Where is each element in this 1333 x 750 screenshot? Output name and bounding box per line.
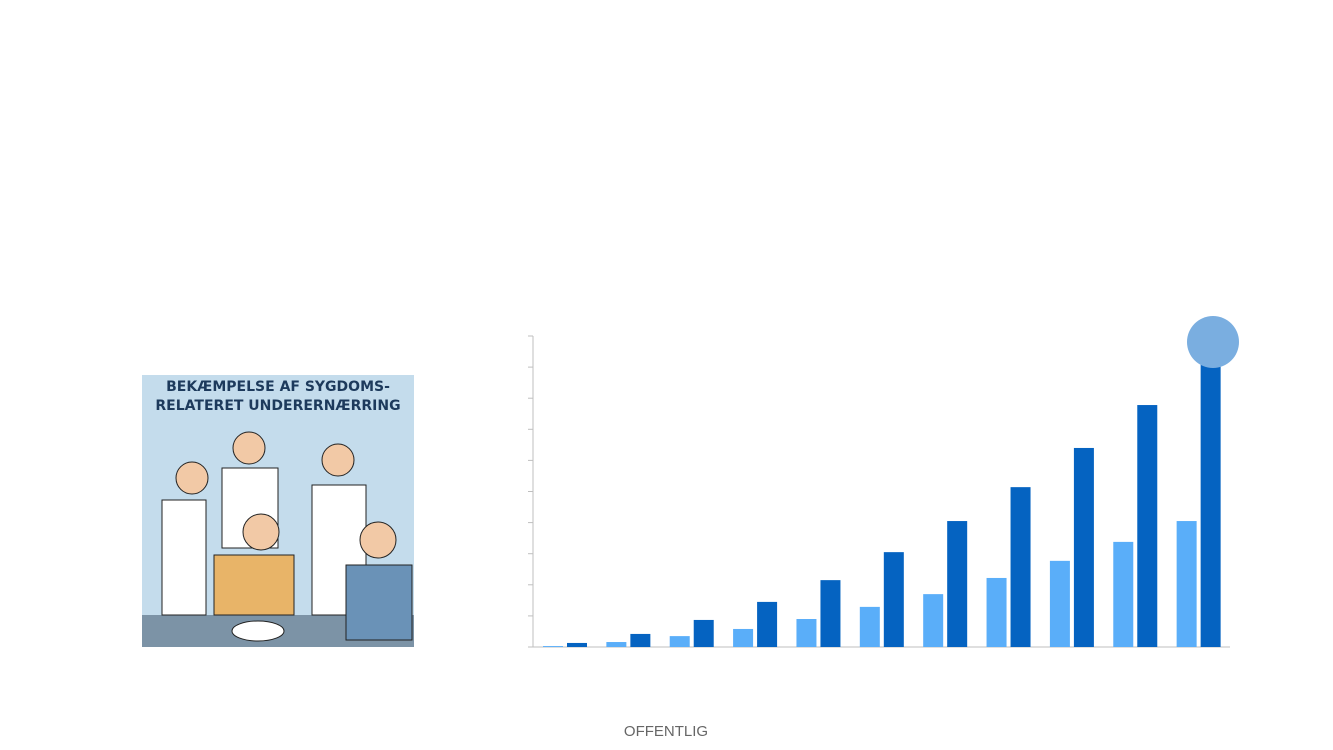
- bar: [669, 636, 690, 647]
- illustration-title: BEKÆMPELSE AF SYGDOMS-: [166, 379, 390, 395]
- bar: [923, 594, 944, 647]
- bar: [733, 628, 754, 647]
- illustration: BEKÆMPELSE AF SYGDOMS- RELATERET UNDERER…: [142, 375, 414, 647]
- bar: [630, 633, 651, 647]
- illustration-title: RELATERET UNDERERNÆRRING: [155, 398, 400, 414]
- bar: [543, 646, 563, 647]
- bar: [859, 606, 880, 647]
- footer-label: OFFENTLIG: [624, 723, 708, 740]
- bar: [693, 619, 714, 647]
- bar: [1200, 359, 1221, 647]
- bar: [757, 601, 778, 647]
- person: [359, 521, 397, 559]
- bar: [1176, 521, 1197, 647]
- person: [232, 431, 266, 465]
- bar: [796, 619, 817, 647]
- bar: [1073, 447, 1094, 647]
- bar: [947, 521, 968, 647]
- person: [175, 461, 209, 495]
- bar: [567, 642, 587, 647]
- bar: [820, 580, 841, 647]
- plate: [231, 620, 285, 642]
- chart: [528, 335, 1230, 648]
- person: [213, 554, 295, 616]
- person: [242, 513, 280, 551]
- person: [321, 443, 355, 477]
- bar: [1010, 487, 1031, 647]
- highlight-dot: [1187, 316, 1239, 368]
- bar: [883, 552, 904, 647]
- bar: [1137, 405, 1158, 647]
- person: [161, 499, 207, 616]
- bar: [1049, 560, 1070, 647]
- bar: [1113, 541, 1134, 647]
- person: [345, 564, 413, 641]
- bar: [986, 577, 1007, 647]
- bar: [606, 642, 627, 647]
